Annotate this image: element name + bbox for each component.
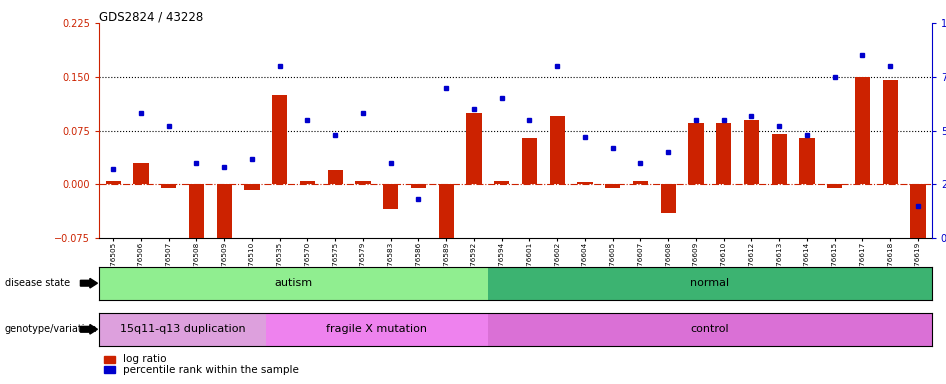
Bar	[104, 366, 115, 373]
Text: normal: normal	[691, 278, 729, 288]
Bar	[744, 120, 759, 184]
Bar	[217, 184, 232, 249]
Text: fragile X mutation: fragile X mutation	[326, 324, 428, 334]
Bar	[266, 313, 488, 346]
Bar	[633, 181, 648, 184]
Text: disease state: disease state	[5, 278, 70, 288]
Bar	[494, 181, 509, 184]
Text: autism: autism	[274, 278, 312, 288]
Bar	[716, 123, 731, 184]
Bar	[300, 181, 315, 184]
Bar	[104, 356, 115, 363]
Bar	[883, 80, 898, 184]
Bar	[106, 181, 121, 184]
Bar	[827, 184, 842, 188]
Text: genotype/variation: genotype/variation	[5, 324, 97, 334]
Bar	[855, 77, 870, 184]
Text: log ratio: log ratio	[123, 354, 166, 364]
Bar	[244, 184, 259, 190]
Bar	[577, 182, 592, 184]
Bar	[383, 184, 398, 209]
Text: control: control	[691, 324, 729, 334]
Bar	[605, 184, 621, 188]
Bar	[772, 134, 787, 184]
Bar	[99, 267, 488, 300]
Bar	[189, 184, 204, 245]
Text: GDS2824 / 43228: GDS2824 / 43228	[99, 10, 203, 23]
Bar	[488, 267, 932, 300]
Bar	[161, 184, 176, 188]
Bar	[910, 184, 925, 245]
Bar	[272, 95, 288, 184]
Bar	[99, 313, 266, 346]
Bar	[439, 184, 454, 252]
Bar	[488, 313, 932, 346]
Bar	[550, 116, 565, 184]
Bar	[660, 184, 675, 213]
Bar	[522, 138, 537, 184]
Bar	[327, 170, 342, 184]
Bar	[133, 163, 149, 184]
Text: 15q11-q13 duplication: 15q11-q13 duplication	[120, 324, 245, 334]
Bar	[356, 181, 371, 184]
Text: percentile rank within the sample: percentile rank within the sample	[123, 365, 299, 375]
Bar	[466, 113, 482, 184]
Bar	[689, 123, 704, 184]
Bar	[411, 184, 426, 188]
Bar	[799, 138, 815, 184]
